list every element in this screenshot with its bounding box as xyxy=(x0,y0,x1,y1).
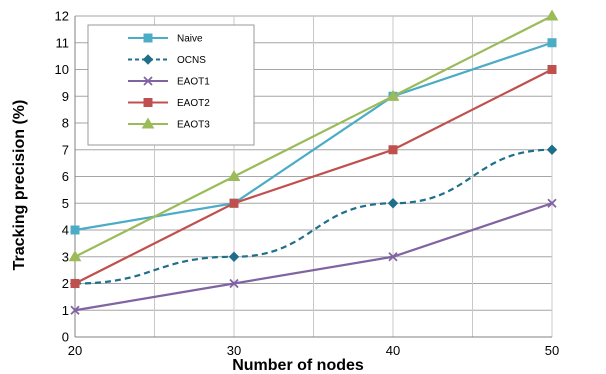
legend-item: OCNS xyxy=(128,54,206,66)
series-line xyxy=(74,202,553,312)
legend-box xyxy=(87,24,255,146)
data-point xyxy=(547,198,557,208)
data-point xyxy=(546,144,558,155)
legend-label: OCNS xyxy=(177,55,206,66)
legend-marker xyxy=(141,117,155,129)
data-point xyxy=(228,251,240,262)
series-eaot2 xyxy=(70,65,557,288)
series-line xyxy=(74,68,553,285)
y-tick-label: 2 xyxy=(62,276,69,291)
legend-item: EAOT1 xyxy=(128,76,210,88)
data-point xyxy=(388,145,398,155)
data-point xyxy=(68,250,82,262)
y-tick-label: 4 xyxy=(62,223,69,238)
y-tick-label: 1 xyxy=(62,303,69,318)
x-axis-title: Number of nodes xyxy=(232,357,364,374)
legend-label: Naive xyxy=(177,34,203,45)
x-tick-label: 50 xyxy=(545,343,559,358)
data-point xyxy=(387,198,399,209)
legend-marker xyxy=(142,54,154,65)
data-point xyxy=(386,89,400,101)
legend-item: EAOT3 xyxy=(128,117,210,131)
legend-label: EAOT2 xyxy=(177,98,210,109)
data-point xyxy=(229,278,239,289)
y-tick-label: 12 xyxy=(55,9,69,24)
y-tick-label: 10 xyxy=(55,62,69,77)
y-tick-label: 0 xyxy=(62,330,69,345)
legend-item: EAOT2 xyxy=(128,98,210,109)
y-tick-label: 3 xyxy=(62,249,69,264)
y-tick-label: 11 xyxy=(56,35,70,50)
legend: Naive OCNS EAOT1 EAOT2 EAOT3 xyxy=(87,24,255,146)
legend-marker xyxy=(143,33,153,43)
data-point xyxy=(229,198,239,208)
series-line xyxy=(74,15,553,258)
legend-label: EAOT1 xyxy=(177,77,210,88)
y-tick-label: 5 xyxy=(62,196,69,211)
x-tick-label: 30 xyxy=(227,343,241,358)
series-eaot1 xyxy=(70,198,557,315)
data-point xyxy=(545,9,559,21)
legend-marker xyxy=(143,76,153,86)
data-point xyxy=(547,65,557,74)
x-tick-label: 40 xyxy=(386,343,400,358)
legend-marker xyxy=(143,98,153,107)
legend-label: EAOT3 xyxy=(177,120,210,131)
legend-item: Naive xyxy=(128,33,203,45)
y-axis-title: Tracking precision (%) xyxy=(11,100,28,271)
series-lines xyxy=(68,9,559,315)
data-point xyxy=(70,225,80,235)
data-point xyxy=(70,305,80,315)
y-tick-label: 6 xyxy=(62,169,69,184)
data-point xyxy=(388,252,398,262)
series-eaot3 xyxy=(68,9,559,262)
data-point xyxy=(547,38,557,48)
x-tick-label: 20 xyxy=(68,343,82,358)
series-line xyxy=(74,148,553,285)
y-tick-label: 8 xyxy=(62,116,69,131)
y-tick-label: 9 xyxy=(62,89,69,104)
data-point xyxy=(70,279,80,288)
y-tick-label: 7 xyxy=(62,142,69,157)
data-point xyxy=(227,170,241,181)
